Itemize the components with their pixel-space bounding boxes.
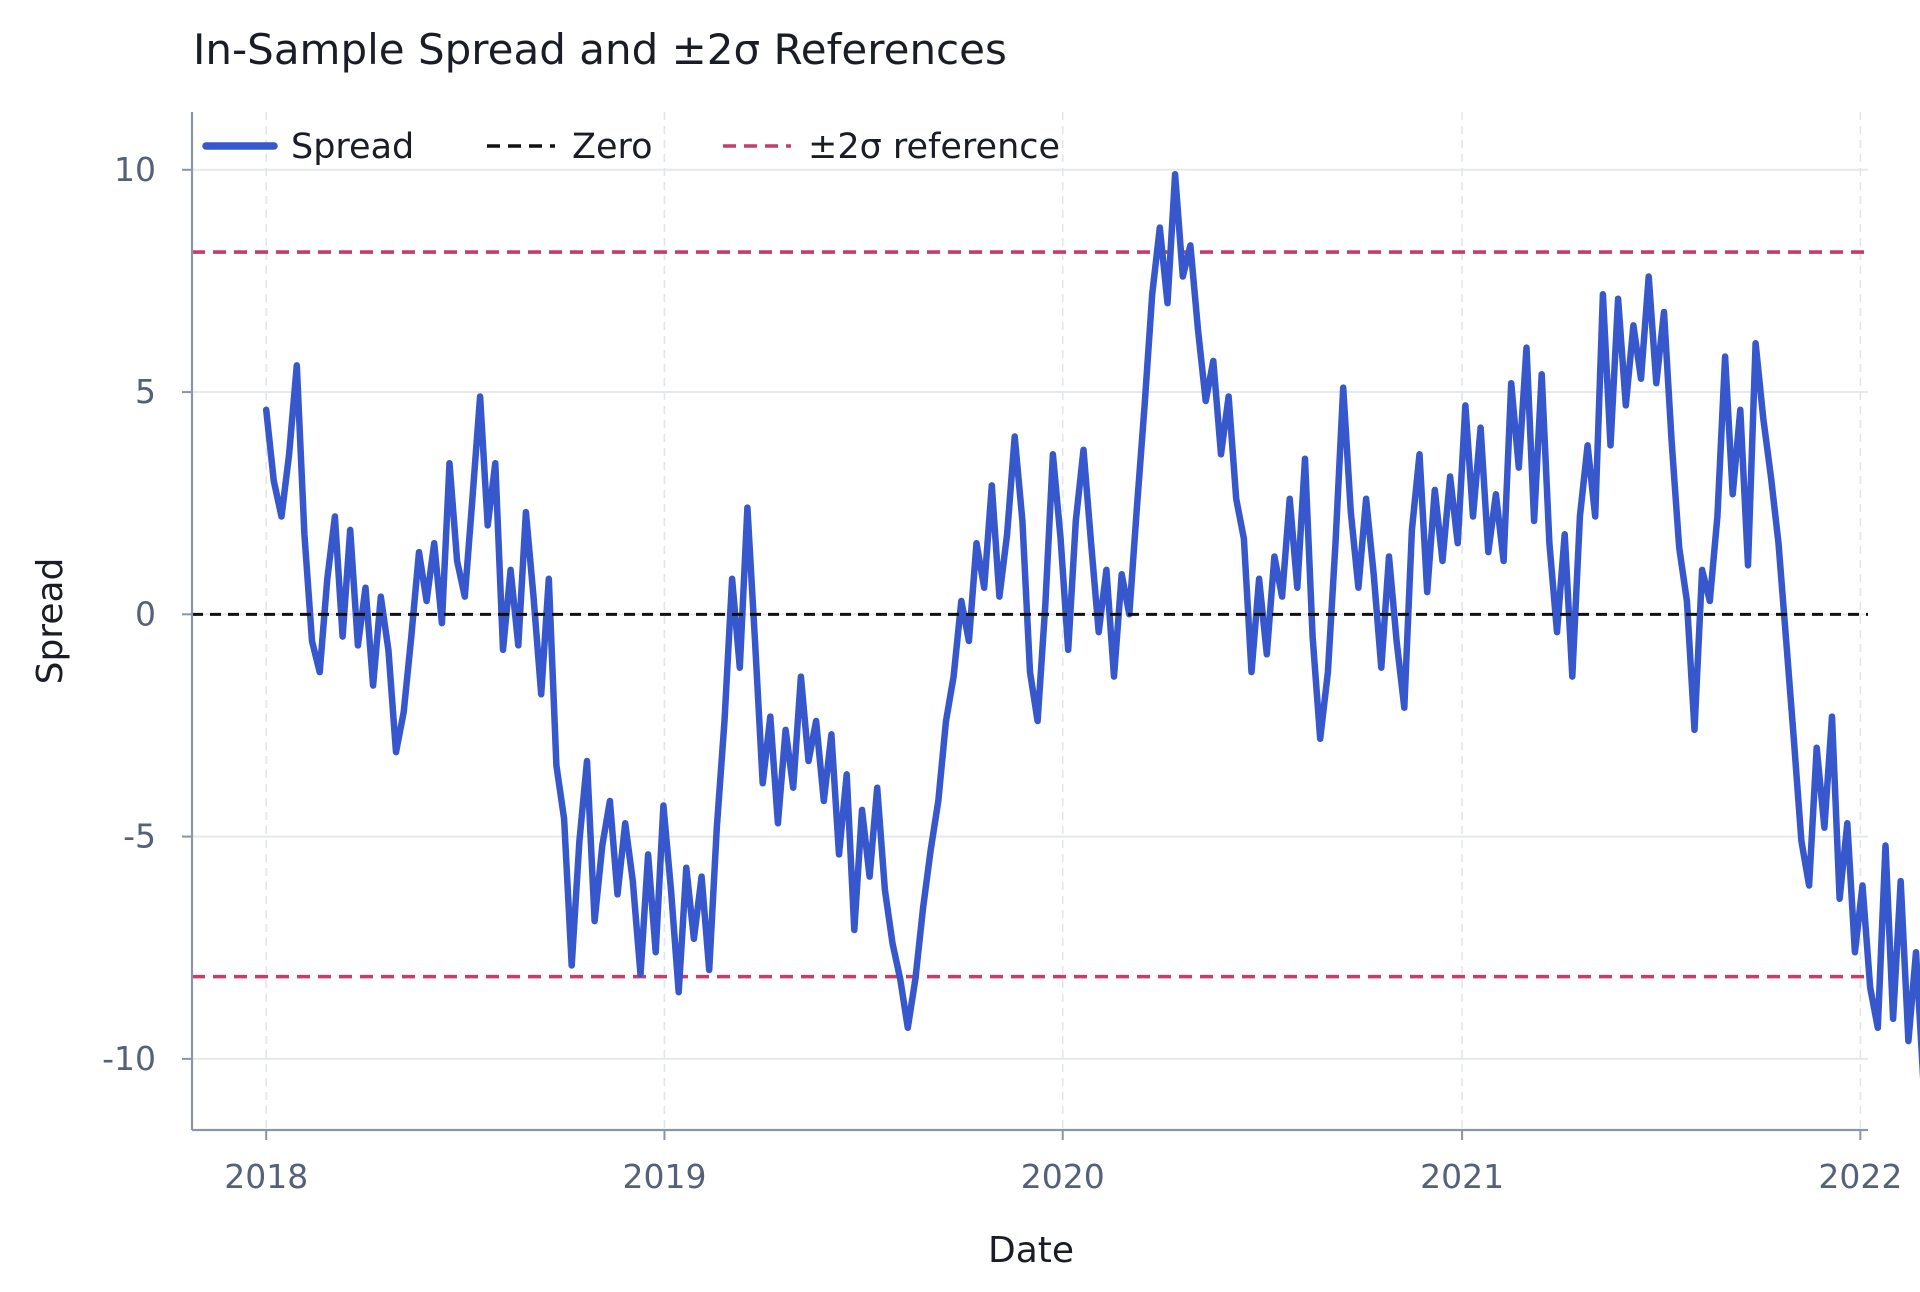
spread-series-line [262, 170, 1920, 1080]
y-tick-label-4: -10 [102, 1039, 156, 1078]
x-axis-label: Date [988, 1230, 1074, 1271]
y-tick-label-0: 10 [114, 150, 156, 189]
series-layer [192, 170, 1920, 1080]
chart-title: In-Sample Spread and ±2σ References [193, 25, 1007, 74]
x-tick-label-4: 2022 [1818, 1157, 1902, 1196]
tick-labels: 10 5 0 -5 -10 2018 2019 2020 2021 2022 [102, 150, 1902, 1196]
x-tick-label-3: 2021 [1420, 1157, 1504, 1196]
x-tick-label-0: 2018 [224, 1157, 308, 1196]
y-axis-label: Spread [30, 558, 71, 685]
y-tick-label-3: -5 [123, 817, 156, 856]
x-tick-label-1: 2019 [622, 1157, 706, 1196]
x-tick-label-2: 2020 [1021, 1157, 1105, 1196]
legend-label-1: Zero [572, 127, 653, 167]
y-tick-label-2: 0 [135, 594, 156, 633]
y-tick-label-1: 5 [135, 372, 156, 411]
legend-label-2: ±2σ reference [808, 127, 1060, 167]
reference-lines [192, 250, 1868, 979]
legend-label-0: Spread [291, 127, 414, 167]
legend: Spread Zero ±2σ reference [202, 127, 1060, 167]
